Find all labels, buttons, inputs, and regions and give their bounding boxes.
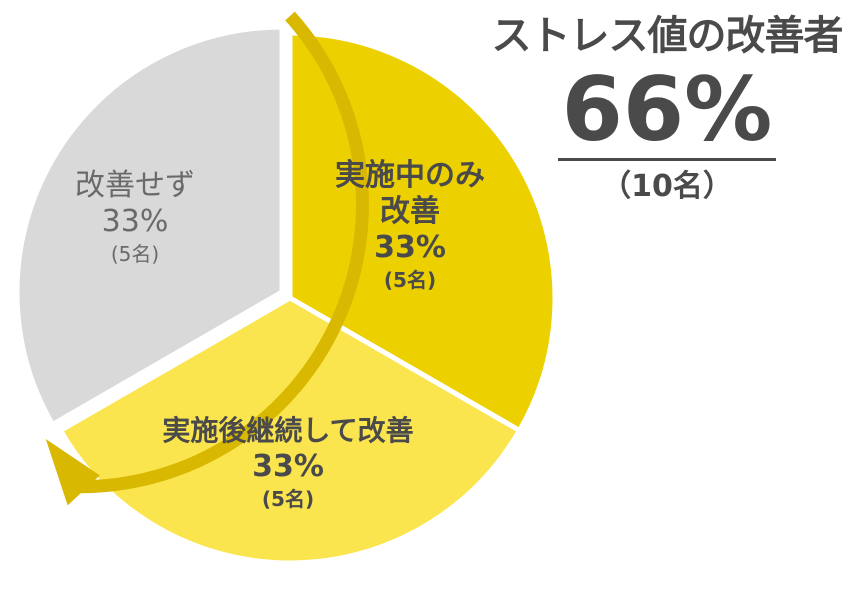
headline-value: 66% — [557, 62, 777, 161]
slice-percent: 33% — [374, 230, 446, 265]
slice-label: 実施中のみ — [335, 158, 485, 193]
slice-label: 改善せず — [75, 168, 195, 203]
slice-label: 改善 — [380, 194, 440, 229]
slice-percent: 33% — [102, 204, 169, 239]
pie-labels: 実施中のみ改善33%(5名)実施後継続して改善33%(5名)改善せず33%(5名… — [75, 158, 485, 511]
slice-label: 実施後継続して改善 — [162, 414, 413, 447]
headline-block: ストレス値の改善者 66% （10名） — [470, 12, 864, 207]
slice-count: (5名) — [111, 242, 159, 266]
pie-slice — [14, 24, 285, 428]
arrow-head — [45, 439, 100, 506]
slice-count: (5名) — [262, 487, 314, 511]
slice-percent: 33% — [252, 449, 324, 484]
improvement-arrow — [45, 11, 369, 506]
headline-title: ストレス値の改善者 — [491, 13, 844, 59]
arrow-arc — [80, 11, 369, 494]
headline-count: （10名） — [601, 169, 733, 204]
slice-count: (5名) — [384, 268, 436, 292]
